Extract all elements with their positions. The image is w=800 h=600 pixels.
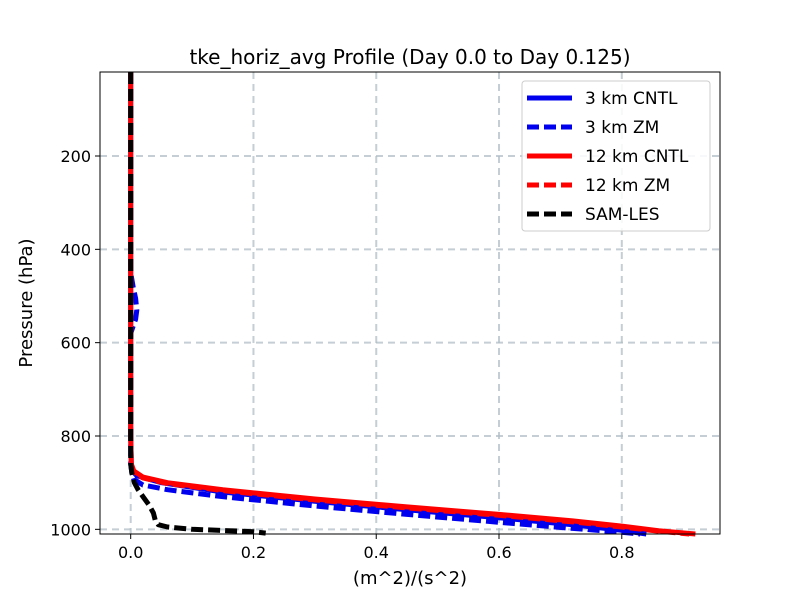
chart-title: tke_horiz_avg Profile (Day 0.0 to Day 0.… bbox=[189, 45, 630, 69]
legend-label-12-km-cntl: 12 km CNTL bbox=[585, 147, 689, 167]
legend-label-12-km-zm: 12 km ZM bbox=[585, 176, 670, 196]
y-tick-label: 200 bbox=[60, 147, 91, 166]
x-axis-label: (m^2)/(s^2) bbox=[353, 568, 467, 589]
series-lines bbox=[128, 72, 696, 537]
x-tick-label: 0.2 bbox=[241, 543, 266, 562]
x-tick-label: 0.4 bbox=[364, 543, 389, 562]
legend-label-3-km-zm: 3 km ZM bbox=[585, 118, 659, 138]
y-tick-label: 800 bbox=[60, 427, 91, 446]
x-tick-label: 0.8 bbox=[609, 543, 634, 562]
x-tick-label: 0.0 bbox=[118, 543, 143, 562]
x-tick-label: 0.6 bbox=[486, 543, 511, 562]
y-tick-label: 400 bbox=[60, 240, 91, 259]
legend: 3 km CNTL 3 km ZM 12 km CNTL 12 km ZM SAM-LE… bbox=[521, 80, 711, 232]
axis-ticks: 0.0 0.2 0.4 0.6 0.8 200 400 600 800 1000 bbox=[50, 147, 634, 562]
legend-label-3-km-cntl: 3 km CNTL bbox=[585, 89, 678, 109]
y-tick-label: 600 bbox=[60, 334, 91, 353]
plot-frame bbox=[99, 71, 721, 535]
y-axis-label: Pressure (hPa) bbox=[16, 238, 37, 367]
series-line-sam-les bbox=[128, 72, 266, 536]
y-tick-label: 1000 bbox=[50, 520, 91, 539]
legend-label-sam-les: SAM-LES bbox=[585, 205, 660, 225]
legend-box bbox=[521, 80, 711, 232]
